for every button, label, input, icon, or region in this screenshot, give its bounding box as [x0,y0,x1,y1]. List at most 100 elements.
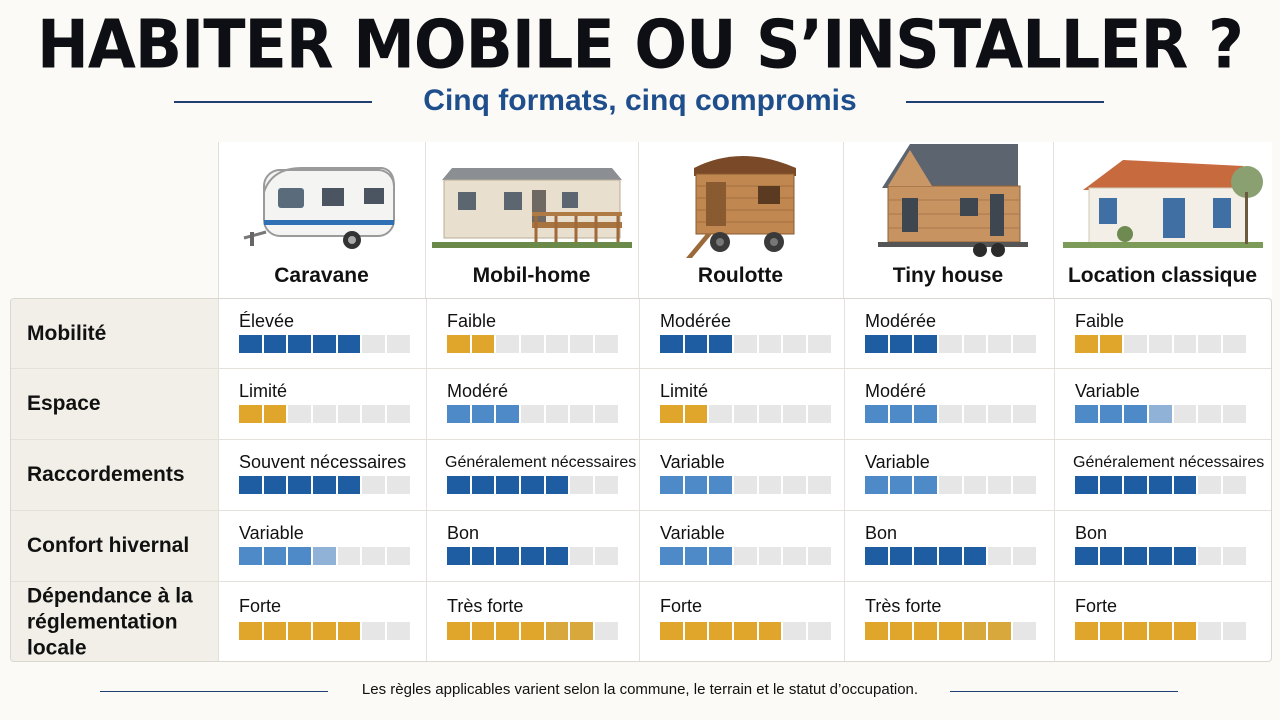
row-label: Raccordements [27,462,185,486]
row-label: Mobilité [27,321,107,345]
rating-segment-empty [1223,335,1246,353]
table-cell: Faible [1054,299,1271,368]
rating-segment-empty [1173,405,1197,423]
rating-segment-empty [1198,335,1222,353]
cell-value: Limité [239,381,288,401]
rating-bar [865,405,1036,423]
table-cell: Forte [639,582,844,661]
rating-segment-filled [1149,476,1172,494]
rating-segment-empty [988,335,1012,353]
rating-segment-filled [545,476,569,494]
cell-value: Faible [447,311,497,331]
footer: Les règles applicables varient selon la … [0,678,1280,704]
rating-segment-filled [889,476,913,494]
rating-segment-filled [288,547,312,565]
rating-segment-empty [595,405,618,423]
rating-segment-filled [471,547,495,565]
table-cell: Bon [426,511,639,581]
cell-value: Variable [865,452,930,472]
column-header-roulotte: Roulotte [638,142,843,298]
cell-value: Bon [447,523,480,543]
rating-segment-filled [709,547,733,565]
row-label-cell: Mobilité [11,299,219,368]
table-cell: Variable [844,440,1054,510]
rating-segment-empty [963,405,987,423]
table-cell: Élevée [219,299,426,368]
rating-segment-empty [709,405,733,423]
rating-segment-filled [263,476,287,494]
rating-segment-filled [239,622,262,640]
rating-segment-empty [1223,547,1246,565]
rating-segment-filled [1075,335,1098,353]
rating-segment-filled [1099,405,1123,423]
rating-segment-filled [939,547,962,565]
rating-bar [1075,405,1246,423]
rating-segment-empty [1149,335,1172,353]
rating-segment-filled [939,622,962,640]
rating-segment-filled [1075,405,1098,423]
rating-segment-filled [521,547,544,565]
rating-segment-filled [684,476,708,494]
row-label-cell: Espace [11,369,219,439]
cell-value: Modéré [447,381,509,401]
table-row: Dépendance à la réglementation locale For… [11,582,1271,661]
rating-segment-empty [1223,622,1246,640]
rating-segment-empty [337,547,361,565]
rating-segment-filled [889,547,913,565]
rating-segment-filled [263,622,287,640]
rating-segment-filled [570,622,594,640]
rating-segment-empty [783,622,807,640]
rating-segment-empty [758,547,782,565]
rating-segment-filled [914,335,938,353]
rating-segment-empty [758,476,782,494]
comparison-table: Mobilité Élevée Faible Modérée Modérée Faible… [10,298,1272,662]
rating-segment-filled [1075,547,1098,565]
cell-value: Variable [660,523,725,543]
rating-segment-empty [288,405,312,423]
rating-segment-filled [1149,405,1172,423]
cell-value: Très forte [447,596,524,616]
rating-bar [239,547,410,565]
rating-segment-empty [362,622,386,640]
rating-segment-filled [660,476,683,494]
rating-segment-empty [1198,622,1222,640]
table-cell: Limité [219,369,426,439]
rating-segment-empty [988,405,1012,423]
cell-value: Forte [660,596,703,616]
cell-value: Généralement nécessaires [1073,454,1265,471]
rating-segment-filled [758,622,782,640]
table-cell: Variable [219,511,426,581]
rating-segment-filled [988,622,1012,640]
column-name: Mobil-home [472,264,591,287]
page-title: HABITER MOBILE OU S’INSTALLER ? [37,5,1244,84]
rating-segment-filled [263,405,287,423]
cell-value: Bon [1075,523,1108,543]
rating-segment-filled [239,476,262,494]
rating-segment-empty [337,405,361,423]
rating-segment-empty [988,547,1012,565]
rating-segment-filled [684,547,708,565]
rating-segment-empty [1013,405,1036,423]
rating-segment-empty [387,405,410,423]
table-cell: Bon [844,511,1054,581]
rating-segment-empty [1198,476,1222,494]
rating-segment-filled [1099,476,1123,494]
rating-segment-empty [939,405,962,423]
rating-bar [239,476,410,494]
rating-segment-filled [496,622,520,640]
tiny-house-illustration [868,142,1028,265]
column-header-mobil-home: Mobil-home [425,142,638,298]
table-cell: Modéré [844,369,1054,439]
rating-segment-empty [758,335,782,353]
rating-segment-empty [783,547,807,565]
rating-segment-filled [865,405,888,423]
rating-segment-filled [313,547,336,565]
rating-segment-filled [1099,335,1123,353]
rating-segment-empty [496,335,520,353]
rating-segment-filled [889,335,913,353]
table-cell: Très forte [426,582,639,661]
rating-segment-empty [1013,335,1036,353]
rating-bar [1075,547,1246,565]
cell-value: Variable [660,452,725,472]
cell-value: Forte [1075,596,1118,616]
